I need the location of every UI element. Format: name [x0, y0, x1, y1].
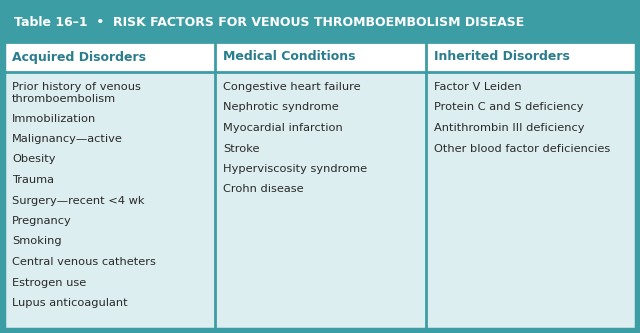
- Text: Medical Conditions: Medical Conditions: [223, 51, 356, 64]
- Text: Antithrombin III deficiency: Antithrombin III deficiency: [433, 123, 584, 133]
- Text: Crohn disease: Crohn disease: [223, 184, 304, 194]
- Bar: [4, 4, 636, 42]
- Text: Acquired Disorders: Acquired Disorders: [12, 51, 146, 64]
- Text: Hyperviscosity syndrome: Hyperviscosity syndrome: [223, 164, 367, 174]
- Text: Lupus anticoagulant: Lupus anticoagulant: [12, 298, 127, 308]
- Text: Protein C and S deficiency: Protein C and S deficiency: [433, 103, 583, 113]
- Text: Nephrotic syndrome: Nephrotic syndrome: [223, 103, 339, 113]
- Text: Table 16–1  •  RISK FACTORS FOR VENOUS THROMBOEMBOLISM DISEASE: Table 16–1 • RISK FACTORS FOR VENOUS THR…: [14, 17, 524, 30]
- Text: Factor V Leiden: Factor V Leiden: [433, 82, 521, 92]
- Text: Other blood factor deficiencies: Other blood factor deficiencies: [433, 144, 610, 154]
- Bar: [4, 72, 636, 329]
- Text: Obesity: Obesity: [12, 155, 56, 165]
- Text: Central venous catheters: Central venous catheters: [12, 257, 156, 267]
- Text: Immobilization: Immobilization: [12, 114, 96, 124]
- Text: Estrogen use: Estrogen use: [12, 277, 86, 287]
- Text: Inherited Disorders: Inherited Disorders: [433, 51, 570, 64]
- Text: Stroke: Stroke: [223, 144, 260, 154]
- Text: Prior history of venous: Prior history of venous: [12, 82, 141, 92]
- Text: Congestive heart failure: Congestive heart failure: [223, 82, 361, 92]
- Text: Smoking: Smoking: [12, 236, 61, 246]
- Text: thromboembolism: thromboembolism: [12, 94, 116, 104]
- Bar: [4, 42, 636, 72]
- Text: Surgery—recent <4 wk: Surgery—recent <4 wk: [12, 195, 145, 205]
- Text: Pregnancy: Pregnancy: [12, 216, 72, 226]
- Text: Malignancy—active: Malignancy—active: [12, 134, 123, 144]
- Text: Myocardial infarction: Myocardial infarction: [223, 123, 343, 133]
- Text: Trauma: Trauma: [12, 175, 54, 185]
